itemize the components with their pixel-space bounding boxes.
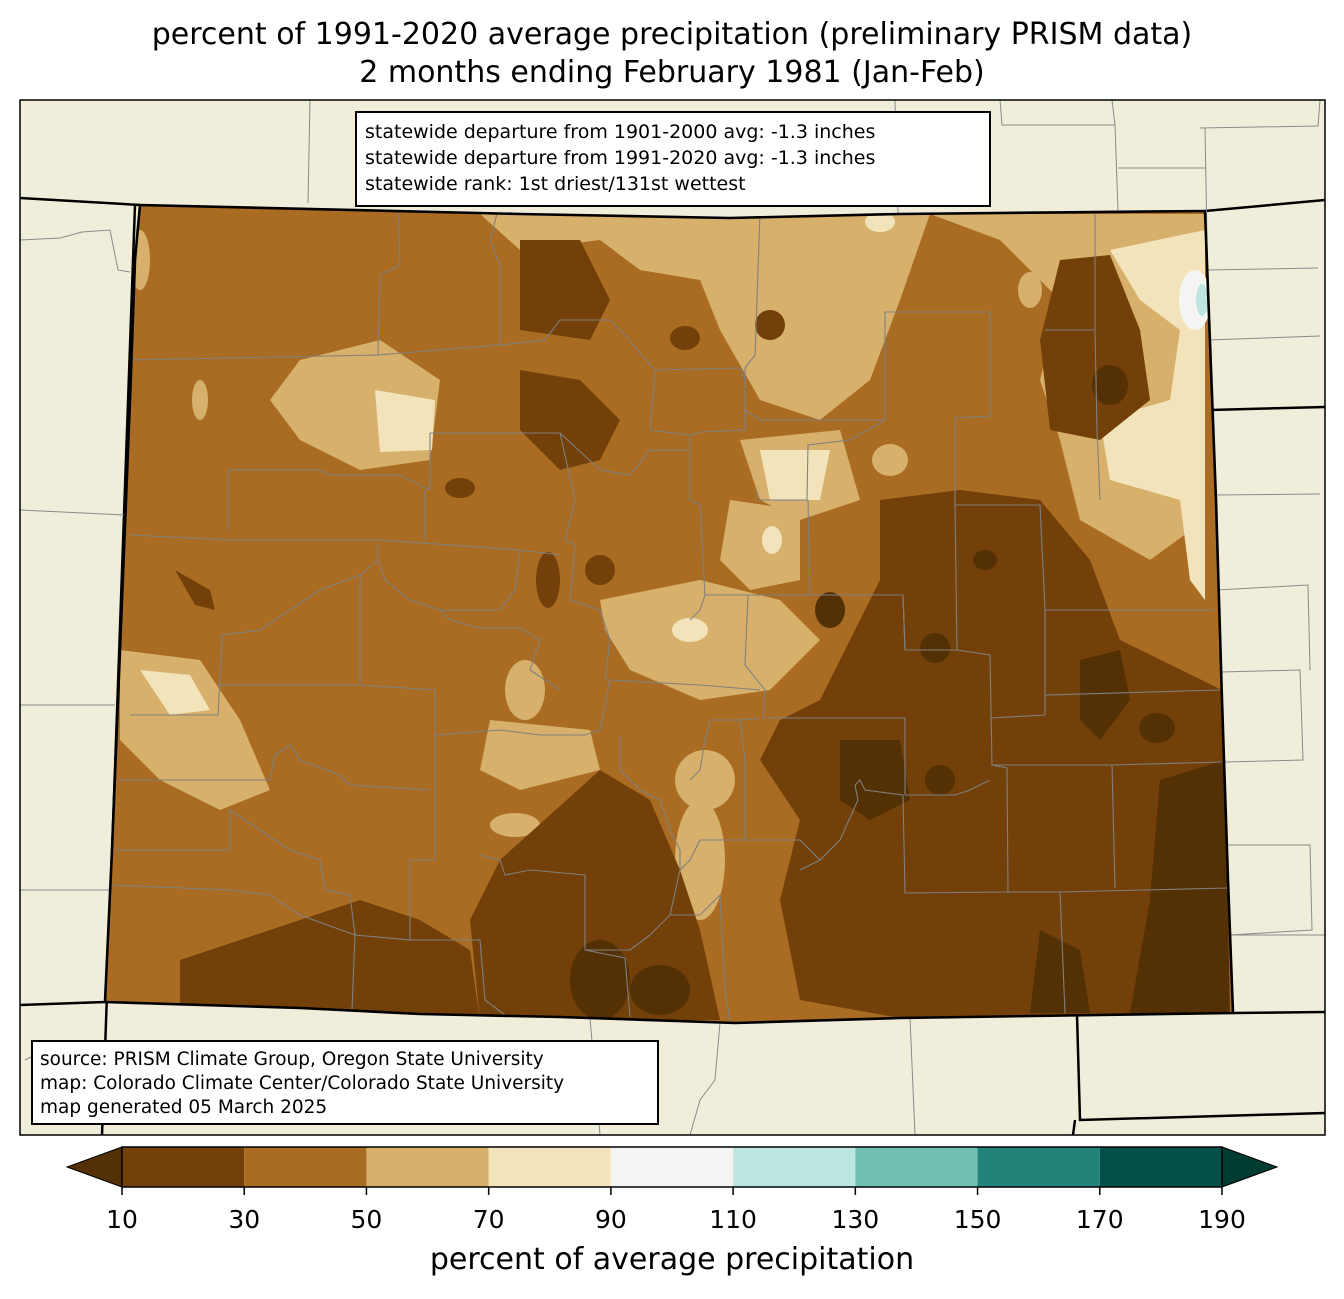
colorbar-tick-label: 90 [594,1205,627,1234]
source-line-prism: source: PRISM Climate Group, Oregon Stat… [40,1049,544,1070]
colorbar-segment [977,1147,1100,1187]
map-frame [19,99,1326,1136]
colorbar [65,1146,1279,1195]
colorbar-segment [122,1147,245,1187]
colorbar-segment [855,1147,978,1187]
colorbar-tick-label: 150 [953,1205,1002,1234]
county-lines [109,206,1229,1023]
stats-line-1901-2000: statewide departure from 1901-2000 avg: … [365,121,876,143]
colorbar-tick-label: 10 [106,1205,138,1234]
colorbar-segment [733,1147,856,1187]
colorbar-tick-label: 30 [228,1205,261,1234]
colorbar-tick-label: 110 [709,1205,757,1234]
source-line-map: map: Colorado Climate Center/Colorado St… [40,1073,565,1094]
map-title-line1: percent of 1991-2020 average precipitati… [151,17,1193,52]
colorbar-segment [610,1147,734,1187]
precip-field [105,205,1233,1023]
colorbar-extend-low [65,1146,123,1188]
map-title-line2: 2 months ending February 1981 (Jan-Feb) [359,55,985,90]
stats-line-1991-2020: statewide departure from 1991-2020 avg: … [365,147,876,169]
colorbar-segment [1099,1147,1222,1187]
colorbar-extend-high [1221,1146,1279,1188]
source-box: source: PRISM Climate Group, Oregon Stat… [31,1040,659,1125]
colorbar-outline [121,1146,1223,1188]
colorado-outline [103,203,1235,1025]
colorbar-label: percent of average precipitation [429,1242,915,1277]
colorbar-segment [488,1147,611,1187]
neighbor-county-lines [20,100,1325,1135]
colorbar-tick-label: 170 [1075,1205,1124,1234]
colorbar-tick-label: 130 [831,1205,880,1234]
source-line-generated: map generated 05 March 2025 [40,1097,328,1118]
colorbar-segment [366,1147,489,1187]
statewide-stats-box: statewide departure from 1901-2000 avg: … [355,111,991,207]
colorbar-tick-label: 50 [350,1205,383,1234]
colorbar-tick-label: 190 [1198,1205,1246,1234]
stats-line-rank: statewide rank: 1st driest/131st wettest [365,173,746,195]
colorbar-tick-label: 70 [472,1205,505,1234]
colorbar-segment [244,1147,367,1187]
